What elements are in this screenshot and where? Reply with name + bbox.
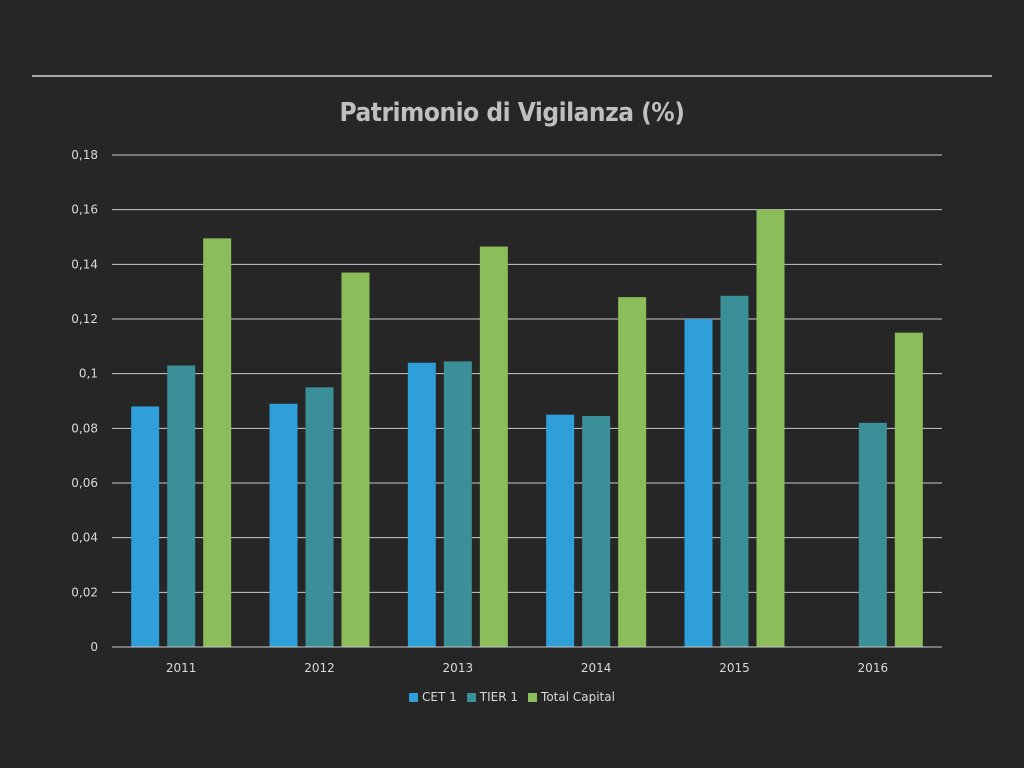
y-tick-label: 0,04: [71, 531, 98, 545]
bar-total-capital-2014: [618, 297, 647, 647]
chart-title: Patrimonio di Vigilanza (%): [339, 98, 685, 128]
x-tick-label: 2015: [719, 661, 750, 675]
legend-item: Total Capital: [528, 690, 615, 704]
y-tick-label: 0: [90, 640, 98, 654]
bar-cet-1-2015: [684, 319, 713, 647]
bar-cet-1-2012: [269, 403, 298, 647]
legend-label: CET 1: [422, 690, 457, 704]
bar-tier-1-2016: [858, 422, 887, 647]
y-tick-label: 0,18: [71, 148, 98, 162]
y-tick-label: 0,06: [71, 476, 98, 490]
legend-label: Total Capital: [541, 690, 615, 704]
legend-item: TIER 1: [466, 690, 519, 704]
bar-tier-1-2014: [582, 416, 611, 647]
legend-label: TIER 1: [479, 690, 519, 704]
bar-tier-1-2011: [167, 365, 196, 647]
x-tick-label: 2012: [304, 661, 335, 675]
bar-total-capital-2011: [203, 238, 232, 647]
legend-swatch: [409, 692, 419, 702]
bar-total-capital-2015: [756, 209, 785, 647]
chart-legend: CET 1 TIER 1 Total Capital: [0, 690, 1024, 704]
bar-tier-1-2015: [720, 295, 749, 647]
legend-swatch: [528, 692, 538, 702]
y-tick-label: 0,12: [71, 312, 98, 326]
y-tick-label: 0,08: [71, 421, 98, 435]
bar-cet-1-2013: [407, 362, 436, 647]
x-tick-label: 2011: [166, 661, 197, 675]
legend-item: CET 1: [409, 690, 457, 704]
x-tick-label: 2016: [858, 661, 889, 675]
bar-total-capital-2012: [341, 272, 370, 647]
y-tick-label: 0,14: [71, 257, 98, 271]
y-tick-label: 0,1: [79, 367, 98, 381]
bar-cet-1-2014: [546, 414, 575, 647]
y-tick-label: 0,16: [71, 203, 98, 217]
bar-tier-1-2013: [443, 361, 472, 647]
bar-tier-1-2012: [305, 387, 334, 647]
x-tick-label: 2014: [581, 661, 612, 675]
bar-total-capital-2013: [479, 246, 508, 648]
bar-total-capital-2016: [894, 332, 923, 647]
legend-swatch: [466, 692, 476, 702]
x-tick-label: 2013: [443, 661, 474, 675]
top-divider: [32, 75, 992, 77]
bar-cet-1-2011: [131, 406, 160, 647]
y-tick-label: 0,02: [71, 585, 98, 599]
